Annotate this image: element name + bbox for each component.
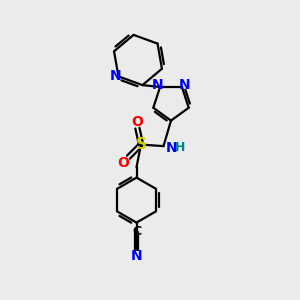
Text: S: S [136,137,146,152]
Text: O: O [117,156,129,170]
Text: N: N [179,79,191,92]
Text: N: N [166,141,178,154]
Text: N: N [131,249,142,263]
Text: O: O [131,115,143,128]
Text: N: N [152,79,164,92]
Text: N: N [110,69,121,83]
Text: C: C [132,225,141,238]
Text: H: H [175,141,185,154]
